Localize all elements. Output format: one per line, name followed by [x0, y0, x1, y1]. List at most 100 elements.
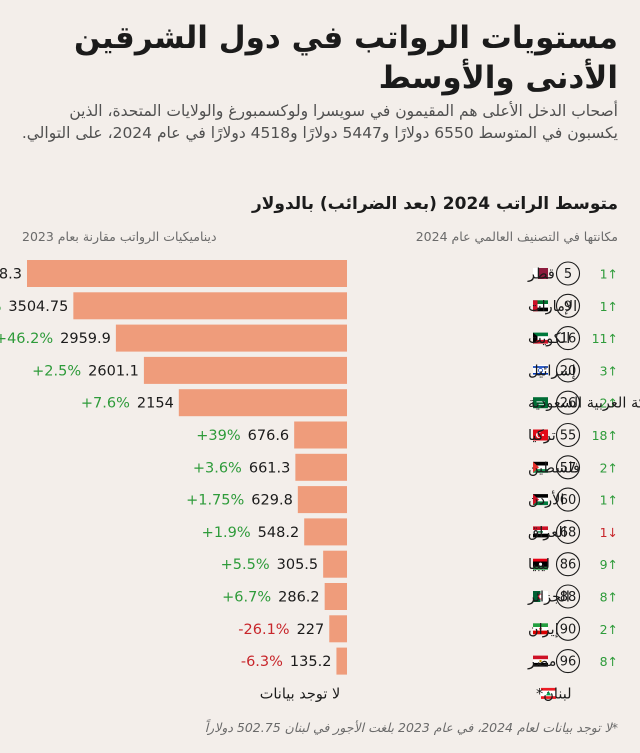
flag-part	[533, 566, 548, 570]
world-rank-label: 57	[560, 461, 577, 476]
change-vs-2023-label: +46.2%	[0, 331, 53, 347]
change-vs-2023-label: +3.6%	[193, 460, 242, 476]
flag-part	[533, 533, 548, 538]
flag-part	[538, 531, 543, 533]
change-vs-2023-label: +39%	[196, 428, 240, 444]
salary-bar	[115, 324, 347, 352]
flag-part	[533, 501, 548, 506]
flag-part	[533, 300, 548, 304]
rank-circle	[555, 358, 581, 383]
world-rank-label: 9	[564, 299, 572, 314]
change-vs-2023-label: +2.5%	[32, 363, 81, 379]
change-vs-2023-label: +7.6%	[81, 396, 130, 412]
rank-change-label: 9↑	[600, 557, 618, 572]
salary-bar	[329, 615, 347, 643]
rank-change-label: 2↑	[600, 622, 618, 637]
world-rank-label: 20	[560, 364, 577, 379]
salary-value-label: 629.8	[251, 493, 293, 509]
flag-part	[533, 591, 541, 602]
rank-change-label: 8↑	[600, 590, 618, 605]
flag-part	[540, 591, 548, 602]
qatar-flag	[533, 268, 548, 279]
change-vs-2023-label: +5.5%	[221, 557, 270, 573]
flag-part	[533, 623, 548, 627]
rank-circle	[555, 649, 581, 674]
flag-part	[533, 307, 548, 312]
country-name-label: الجزائر	[527, 590, 570, 606]
country-name-label: المملكة العربية السعودية	[528, 396, 640, 412]
flag-part	[533, 469, 548, 473]
flag-part	[533, 497, 548, 502]
rank-change-label: 8↑	[600, 654, 618, 669]
salary-value-label: 676.6	[248, 428, 290, 444]
flag-part	[539, 627, 542, 630]
salary-bar	[336, 647, 347, 675]
flag-part	[533, 332, 548, 337]
salary-value-label: 2959.9	[60, 331, 111, 347]
rank-circle	[555, 519, 581, 544]
rank-circle	[555, 261, 581, 286]
flag-part	[533, 494, 548, 498]
saudi-flag	[533, 397, 548, 409]
country-name-label: قطر	[527, 267, 555, 283]
world-rank-label: 16	[560, 332, 577, 347]
salary-value-label: 3504.75	[8, 299, 68, 315]
flag-part	[536, 401, 545, 403]
flag-part	[546, 690, 551, 696]
rank-change-label: 18↑	[592, 428, 618, 443]
rank-change-label: 2↑	[600, 460, 618, 475]
flag-part	[533, 268, 548, 279]
world-rank-label: 96	[560, 655, 577, 670]
rank-change-label: 2↑	[600, 396, 618, 411]
flag-part	[533, 662, 548, 667]
salary-value-label: 286.2	[278, 590, 320, 606]
country-name-label: الأردن	[528, 491, 564, 509]
world-rank-label: 88	[560, 590, 577, 605]
flag-part	[533, 332, 538, 344]
flag-part	[533, 494, 539, 506]
salary-bar	[295, 453, 347, 481]
world-rank-label: 55	[560, 429, 577, 444]
country-name-label: مصر	[527, 654, 556, 670]
salary-value-label: 4098.3	[0, 267, 22, 283]
flag-part	[538, 562, 543, 566]
flag-part	[533, 655, 548, 660]
country-name-label: لبنان*	[536, 686, 572, 702]
turkey-flag	[533, 429, 548, 441]
iran-flag	[533, 623, 548, 635]
country-name-label: العراق	[528, 525, 567, 541]
flag-part	[533, 630, 548, 635]
change-vs-2023-label: +6.7%	[222, 590, 271, 606]
flag-part	[533, 366, 548, 368]
rank-circle	[555, 293, 581, 318]
flag-part	[538, 368, 543, 373]
salary-bar	[324, 583, 347, 610]
rank-column-header: مكانتها في التصنيف العالمي عام 2024	[415, 229, 618, 244]
chart-title: متوسط الراتب 2024 (بعد الضرائب) بالدولار	[251, 194, 618, 214]
flag-part	[533, 397, 548, 409]
rank-circle	[555, 455, 581, 480]
rank-change-label: 1↑	[600, 493, 618, 508]
page-title: مستويات الرواتب في دول الشرقين الأدنى وا…	[73, 20, 618, 96]
rank-circle	[555, 422, 581, 448]
country-name-label: فلسطين	[528, 460, 580, 476]
rank-circle	[555, 616, 581, 641]
world-rank-label: 90	[560, 622, 577, 637]
salary-bar	[304, 518, 347, 546]
salary-bar	[178, 389, 347, 417]
flag-part	[533, 373, 548, 375]
salary-bar	[73, 292, 348, 320]
rank-change-label: 1↓	[600, 525, 618, 540]
salary-value-label: 548.2	[258, 525, 300, 541]
no-data-label: لا توجد بيانات	[260, 686, 341, 702]
palestine-flag	[533, 461, 548, 473]
country-name-label: الكويت	[528, 331, 570, 347]
rank-circle	[555, 390, 581, 415]
salary-value-label: 305.5	[277, 557, 319, 573]
flag-part	[533, 336, 548, 340]
world-rank-label: 60	[560, 493, 577, 508]
world-rank-label: 68	[560, 525, 577, 540]
rank-circle	[555, 552, 581, 577]
flag-part	[539, 594, 544, 599]
flag-part	[533, 300, 538, 312]
